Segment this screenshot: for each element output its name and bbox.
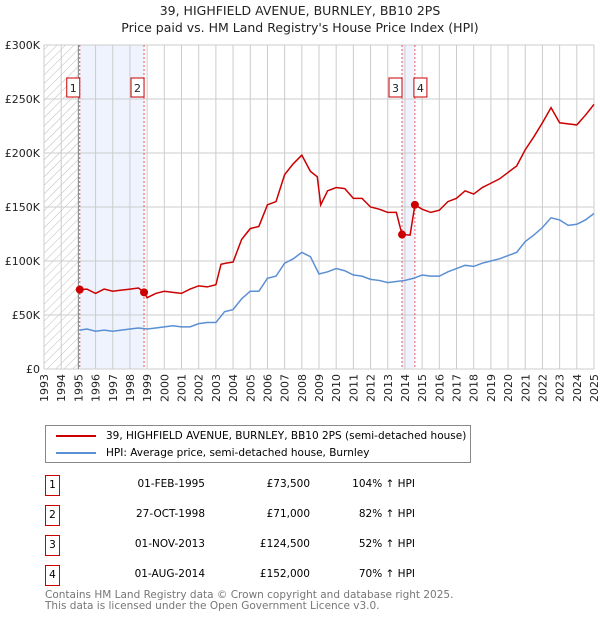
x-tick-label: 2022 (536, 374, 549, 402)
sale-date: 01-AUG-2014 (134, 568, 205, 580)
sale-marker-box (130, 77, 145, 98)
x-tick-label: 2005 (244, 374, 257, 402)
x-tick-label: 2012 (365, 374, 378, 402)
sale-date: 01-NOV-2013 (134, 538, 205, 550)
footer-line: This data is licensed under the Open Gov… (45, 600, 380, 612)
x-tick-label: 2007 (279, 374, 292, 402)
x-tick-label: 2001 (176, 374, 189, 402)
sale-price: £73,500 (266, 478, 310, 490)
sale-point (140, 288, 149, 297)
sale-marker-number: 3 (392, 82, 399, 95)
x-tick-label: 2004 (227, 374, 240, 402)
x-tick-label: 2009 (313, 374, 326, 402)
legend-swatch-blue (56, 452, 96, 454)
x-tick-label: 1997 (107, 374, 120, 402)
x-tick-label: 1994 (55, 374, 68, 402)
sale-price: £152,000 (259, 568, 310, 580)
table-row: 3 01-NOV-2013 £124,500 52% ↑ HPI (45, 535, 445, 565)
y-tick-label: £250K (5, 93, 41, 106)
sale-marker-label: 1 (45, 475, 60, 496)
x-tick-label: 2008 (296, 374, 309, 402)
plot-area: 1993 1994 1995 1996 1997 1998 1999 2000 2001 2002… (5, 39, 600, 402)
y-tick-label: £0 (26, 363, 40, 376)
legend-item-hpi: HPI: Average price, semi-detached house,… (56, 447, 369, 459)
legend: 39, HIGHFIELD AVENUE, BURNLEY, BB10 2PS … (45, 425, 471, 463)
y-tick-label: £150K (5, 201, 41, 214)
chart-subtitle: Price paid vs. HM Land Registry's House … (121, 20, 479, 35)
sale-hpi: 104% ↑ HPI (352, 478, 415, 490)
x-tick-label: 2002 (193, 374, 206, 402)
x-tick-label: 2006 (261, 374, 274, 402)
y-tick-label: £200K (5, 147, 41, 160)
sale-hpi: 52% ↑ HPI (358, 538, 415, 550)
x-tick-label: 2024 (571, 374, 584, 402)
x-tick-label: 2016 (433, 374, 446, 402)
table-row: 1 01-FEB-1995 £73,500 104% ↑ HPI (45, 475, 445, 505)
sale-marker-box (413, 77, 428, 98)
sale-marker-box (388, 77, 403, 98)
sale-marker-box (66, 77, 81, 98)
sale-marker-label: 3 (45, 535, 60, 556)
sale-marker-number: 2 (134, 82, 141, 95)
x-tick-label: 2010 (330, 374, 343, 402)
table-row: 2 27-OCT-1998 £71,000 82% ↑ HPI (45, 505, 445, 535)
sale-date: 01-FEB-1995 (137, 478, 205, 490)
sale-date: 27-OCT-1998 (136, 508, 205, 520)
sale-point (398, 230, 407, 239)
sale-marker-number: 4 (417, 82, 424, 95)
x-tick-label: 2021 (519, 374, 532, 402)
x-tick-label: 2000 (158, 374, 171, 402)
x-tick-label: 2023 (554, 374, 567, 402)
sale-marker-number: 1 (70, 82, 77, 95)
sale-marker-label: 4 (45, 565, 60, 586)
footer: Contains HM Land Registry data © Crown c… (45, 590, 453, 612)
chart-title: 39, HIGHFIELD AVENUE, BURNLEY, BB10 2PS (159, 3, 441, 18)
y-tick-label: £50K (12, 309, 41, 322)
x-tick-label: 2003 (210, 374, 223, 402)
y-tick-label: £100K (5, 255, 41, 268)
legend-label: 39, HIGHFIELD AVENUE, BURNLEY, BB10 2PS … (106, 430, 467, 442)
x-tick-label: 2013 (382, 374, 395, 402)
series-line (79, 212, 595, 332)
x-tick-label: 2025 (588, 374, 600, 402)
x-tick-label: 2011 (347, 374, 360, 402)
sale-price: £71,000 (266, 508, 310, 520)
sale-hpi: 70% ↑ HPI (358, 568, 415, 580)
legend-swatch-red (56, 435, 96, 437)
x-tick-label: 1993 (38, 374, 51, 402)
x-tick-label: 2015 (416, 374, 429, 402)
x-tick-label: 2020 (502, 374, 515, 402)
sale-price: £124,500 (259, 538, 310, 550)
y-tick-label: £300K (5, 39, 41, 52)
series-line (79, 103, 595, 299)
sale-marker-label: 2 (45, 505, 60, 526)
footer-line: Contains HM Land Registry data © Crown c… (45, 589, 454, 601)
x-tick-label: 1995 (72, 374, 85, 402)
sale-point (410, 200, 419, 209)
x-tick-label: 2017 (451, 374, 464, 402)
x-tick-label: 1999 (141, 374, 154, 402)
sale-point (75, 285, 84, 294)
x-tick-label: 1996 (90, 374, 103, 402)
sale-hpi: 82% ↑ HPI (358, 508, 415, 520)
x-tick-label: 1998 (124, 374, 137, 402)
x-tick-label: 2019 (485, 374, 498, 402)
legend-label: HPI: Average price, semi-detached house,… (106, 447, 370, 459)
x-tick-label: 2014 (399, 374, 412, 402)
x-tick-label: 2018 (468, 374, 481, 402)
legend-item-property: 39, HIGHFIELD AVENUE, BURNLEY, BB10 2PS … (56, 430, 466, 442)
table-row: 4 01-AUG-2014 £152,000 70% ↑ HPI (45, 565, 445, 595)
sales-table: 1 01-FEB-1995 £73,500 104% ↑ HPI 2 27-OCT-19… (45, 475, 445, 595)
